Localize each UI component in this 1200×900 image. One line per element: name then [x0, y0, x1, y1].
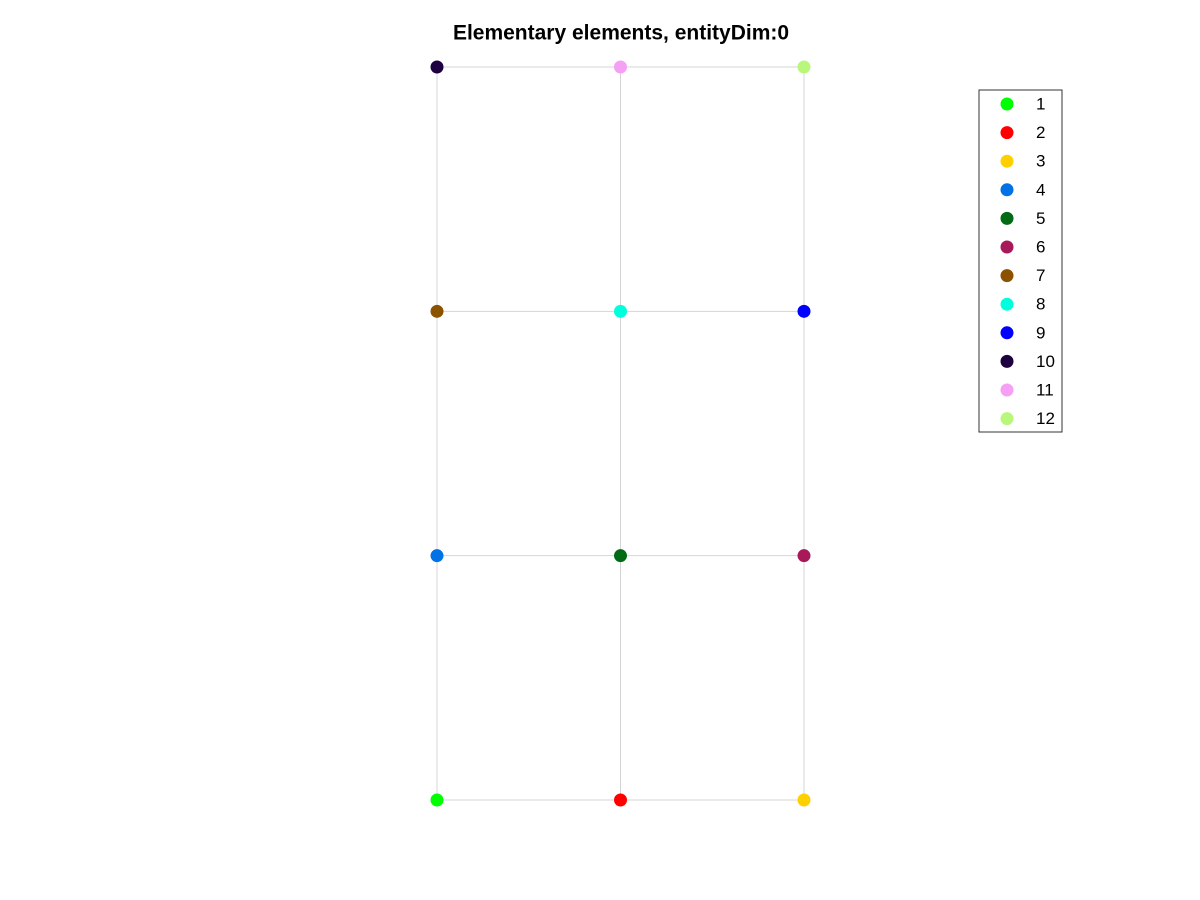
legend-marker	[1000, 126, 1014, 140]
point	[430, 60, 444, 74]
legend-box	[978, 89, 1063, 433]
legend-marker	[1000, 383, 1014, 397]
point	[797, 793, 811, 807]
legend-label: 2	[1036, 123, 1045, 142]
point	[614, 793, 627, 807]
legend-label: 8	[1036, 295, 1045, 314]
legend-label: 9	[1036, 323, 1045, 342]
legend-marker	[1000, 412, 1014, 426]
legend-label: 7	[1036, 266, 1045, 285]
legend-label: 4	[1036, 180, 1045, 199]
point	[614, 549, 627, 563]
chart-title: Elementary elements, entityDim:0	[453, 22, 789, 45]
point	[430, 549, 444, 563]
legend-label: 3	[1036, 152, 1045, 171]
legend-label: 6	[1036, 237, 1045, 256]
point	[614, 60, 627, 74]
point	[797, 60, 811, 74]
legend-label: 11	[1036, 380, 1054, 399]
point	[614, 304, 627, 318]
point	[797, 549, 811, 563]
legend-marker	[1000, 211, 1014, 225]
point	[430, 793, 444, 807]
points	[430, 60, 811, 807]
legend-marker	[1000, 354, 1014, 368]
legend-marker	[1000, 297, 1014, 311]
legend-label: 1	[1036, 94, 1045, 113]
legend-marker	[1000, 326, 1014, 340]
legend-marker	[1000, 269, 1014, 283]
legend-label: 10	[1036, 352, 1055, 371]
mesh	[436, 66, 805, 801]
legend-marker	[1000, 240, 1014, 254]
legend-marker	[1000, 183, 1014, 197]
point	[797, 304, 811, 318]
legend-label: 12	[1036, 409, 1055, 428]
legend-marker	[1000, 97, 1014, 111]
legend-label: 5	[1036, 209, 1045, 228]
point	[430, 304, 444, 318]
legend-marker	[1000, 154, 1014, 168]
